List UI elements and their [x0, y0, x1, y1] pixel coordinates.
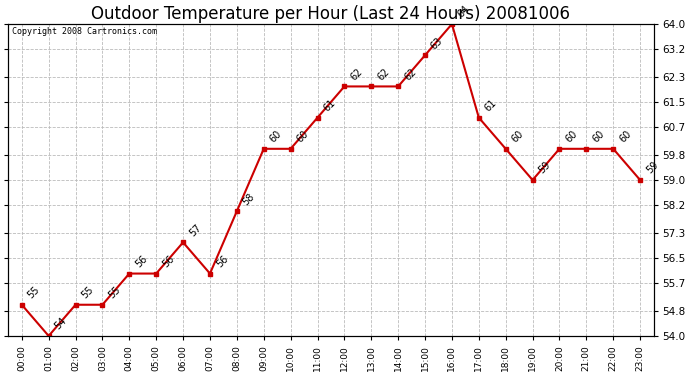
Text: 59: 59	[644, 160, 660, 176]
Text: 64: 64	[456, 4, 472, 20]
Text: 56: 56	[133, 254, 149, 269]
Text: 62: 62	[375, 66, 391, 82]
Text: 61: 61	[322, 98, 337, 114]
Text: 58: 58	[241, 191, 257, 207]
Text: 61: 61	[483, 98, 499, 114]
Text: 59: 59	[537, 160, 553, 176]
Text: 60: 60	[564, 129, 580, 145]
Text: Copyright 2008 Cartronics.com: Copyright 2008 Cartronics.com	[12, 27, 157, 36]
Text: 62: 62	[402, 66, 418, 82]
Text: 57: 57	[187, 222, 203, 238]
Title: Outdoor Temperature per Hour (Last 24 Hours) 20081006: Outdoor Temperature per Hour (Last 24 Ho…	[92, 4, 571, 22]
Text: 55: 55	[26, 285, 42, 301]
Text: 60: 60	[268, 129, 284, 145]
Text: 60: 60	[295, 129, 310, 145]
Text: 56: 56	[160, 254, 176, 269]
Text: 60: 60	[618, 129, 633, 145]
Text: 55: 55	[80, 285, 96, 301]
Text: 60: 60	[510, 129, 526, 145]
Text: 56: 56	[214, 254, 230, 269]
Text: 60: 60	[591, 129, 607, 145]
Text: 55: 55	[106, 285, 123, 301]
Text: 54: 54	[53, 316, 68, 332]
Text: 63: 63	[429, 35, 445, 51]
Text: 62: 62	[348, 66, 364, 82]
